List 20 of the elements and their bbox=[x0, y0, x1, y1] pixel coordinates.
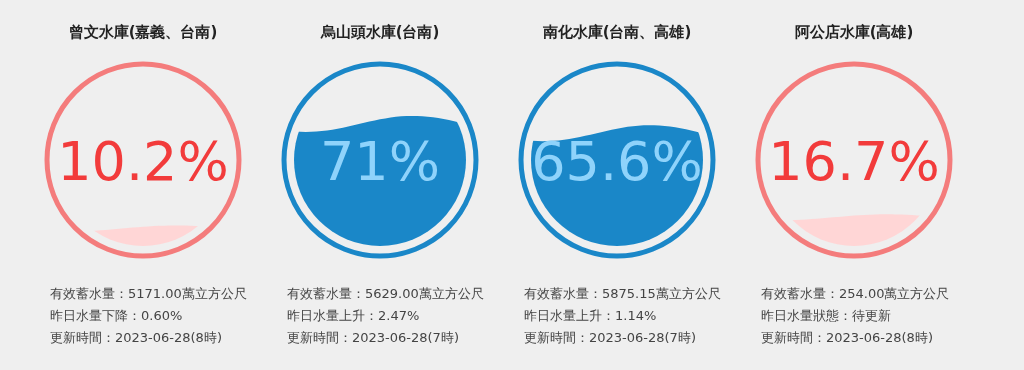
text: 更新時間：2023-06-28(7時) bbox=[524, 330, 696, 345]
text: 有效蓄水量：5875.15萬立方公尺 bbox=[524, 286, 721, 301]
text: 有效蓄水量：5629.00萬立方公尺 bbox=[287, 286, 484, 301]
text: 昨日水量上升：2.47% bbox=[287, 308, 420, 323]
text: 更新時間：2023-06-28(8時) bbox=[761, 330, 933, 345]
text: 阿公店水庫(高雄) bbox=[794, 23, 914, 41]
text: 南化水庫(台南、高雄) bbox=[541, 23, 692, 41]
text: 昨日水量下降：0.60% bbox=[50, 308, 183, 323]
text: 昨日水量上升：1.14% bbox=[524, 308, 657, 323]
text: 曾文水庫(嘉義、台南) bbox=[68, 23, 218, 41]
data-label: 65.6% bbox=[531, 130, 703, 193]
text: 更新時間：2023-06-28(7時) bbox=[287, 330, 459, 345]
text: 有效蓄水量：5171.00萬立方公尺 bbox=[50, 286, 247, 301]
text: 昨日水量狀態：待更新 bbox=[761, 308, 891, 323]
data-label: 10.2% bbox=[57, 130, 229, 193]
text: 更新時間：2023-06-28(8時) bbox=[50, 330, 222, 345]
data-label: 16.7% bbox=[768, 130, 940, 193]
data-label: 71% bbox=[319, 130, 441, 193]
text: 有效蓄水量：254.00萬立方公尺 bbox=[761, 286, 950, 301]
text: 烏山頭水庫(台南) bbox=[319, 23, 440, 41]
